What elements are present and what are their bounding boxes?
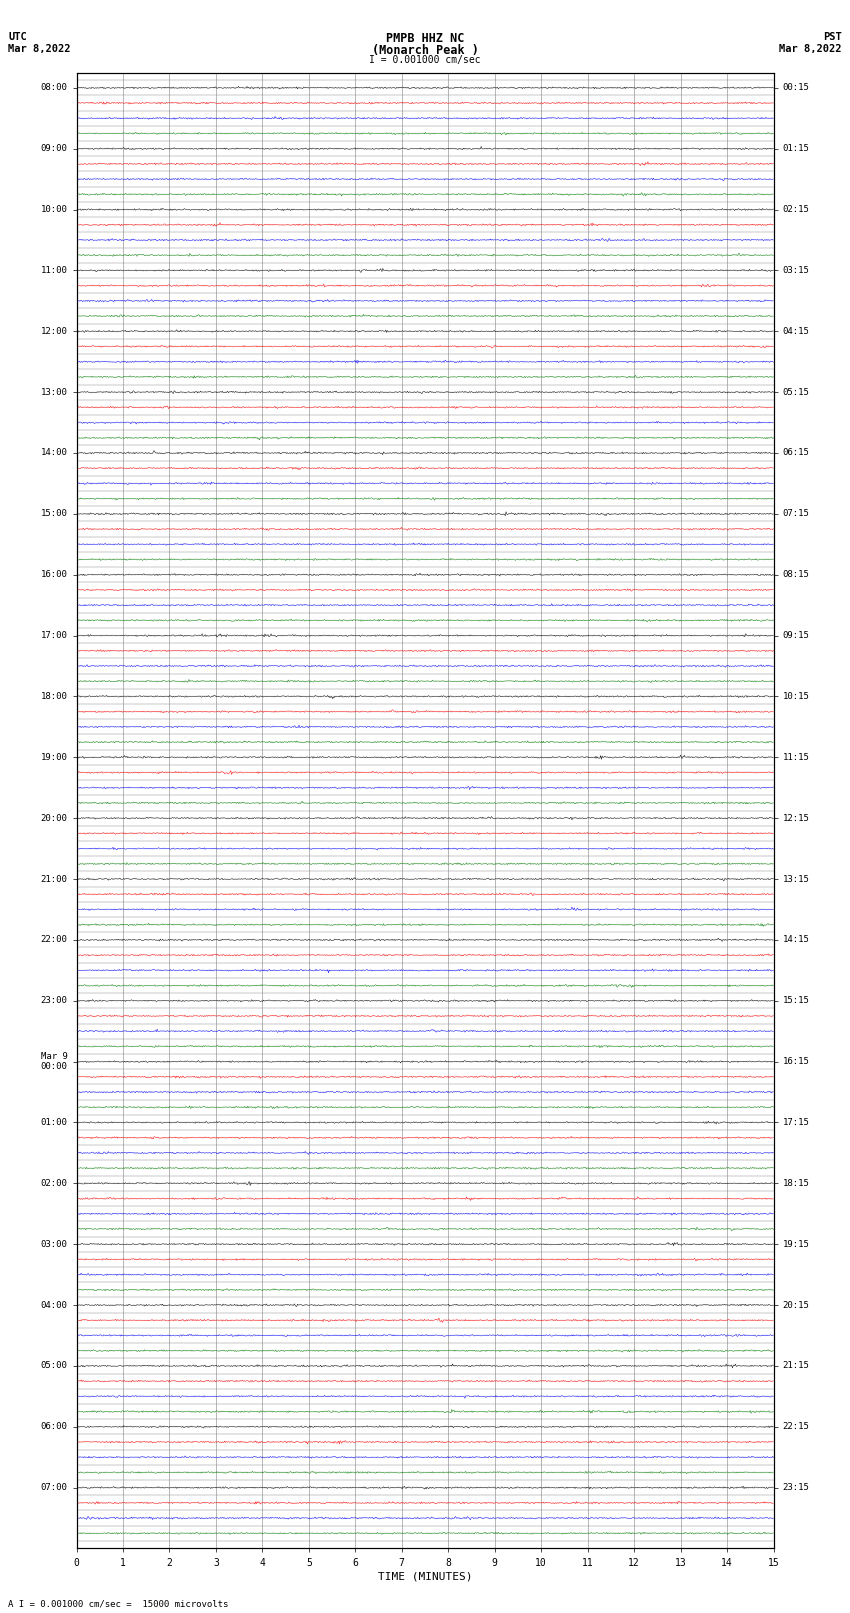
Text: PMPB HHZ NC: PMPB HHZ NC bbox=[386, 32, 464, 45]
Text: A I = 0.001000 cm/sec =  15000 microvolts: A I = 0.001000 cm/sec = 15000 microvolts bbox=[8, 1598, 229, 1608]
Text: Mar 8,2022: Mar 8,2022 bbox=[779, 44, 842, 53]
Text: I = 0.001000 cm/sec: I = 0.001000 cm/sec bbox=[369, 55, 481, 65]
Text: PST: PST bbox=[823, 32, 842, 42]
Text: (Monarch Peak ): (Monarch Peak ) bbox=[371, 44, 479, 56]
Text: Mar 8,2022: Mar 8,2022 bbox=[8, 44, 71, 53]
X-axis label: TIME (MINUTES): TIME (MINUTES) bbox=[377, 1571, 473, 1582]
Text: UTC: UTC bbox=[8, 32, 27, 42]
